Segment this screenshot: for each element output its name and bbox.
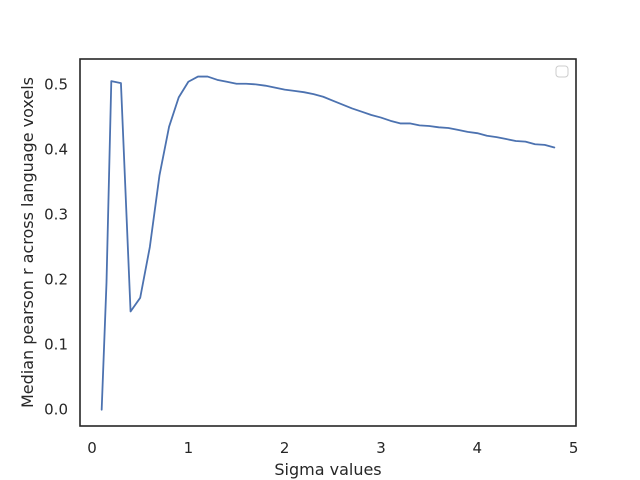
y-tick-label: 0.0 [44, 401, 68, 419]
chart-ticks: 0 1 2 3 4 5 0.0 0.1 0.2 0.3 0.4 0.5 [44, 75, 578, 457]
y-axis-label: Median pearson r across language voxels [18, 77, 37, 408]
y-tick-label: 0.5 [44, 75, 68, 93]
x-tick-label: 3 [376, 439, 386, 457]
x-tick-label: 1 [184, 439, 194, 457]
plot-frame [79, 58, 577, 427]
chart-marks [100, 75, 556, 411]
legend-box [555, 65, 569, 78]
x-tick-label: 5 [569, 439, 579, 457]
y-tick-label: 0.4 [44, 140, 68, 158]
x-tick-label: 0 [87, 439, 97, 457]
y-tick-label: 0.3 [44, 206, 68, 224]
x-tick-label: 4 [473, 439, 483, 457]
x-tick-label: 2 [280, 439, 290, 457]
series-line-0 [100, 75, 556, 411]
y-tick-label: 0.1 [44, 336, 68, 354]
y-tick-label: 0.2 [44, 271, 68, 289]
x-axis-label: Sigma values [274, 460, 381, 479]
